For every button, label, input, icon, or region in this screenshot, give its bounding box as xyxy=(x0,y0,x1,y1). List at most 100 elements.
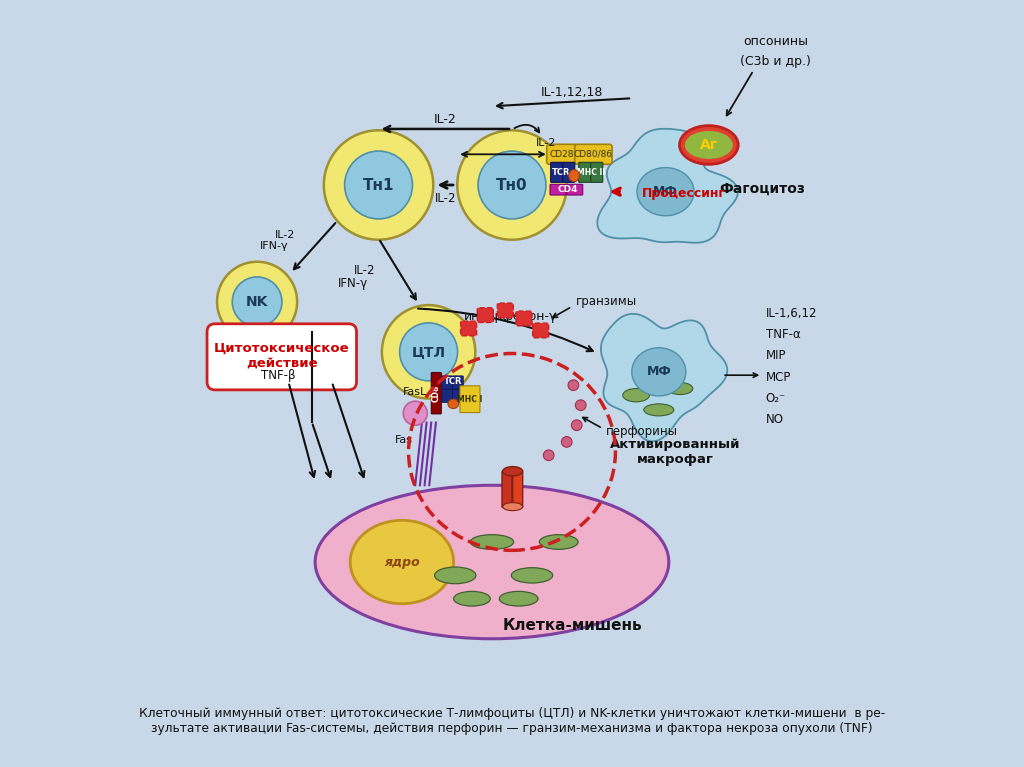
FancyBboxPatch shape xyxy=(574,144,612,164)
Circle shape xyxy=(571,420,582,430)
Circle shape xyxy=(575,400,586,410)
Circle shape xyxy=(458,130,566,240)
FancyBboxPatch shape xyxy=(460,386,480,413)
Ellipse shape xyxy=(668,383,693,394)
Text: Клетка-мишень: Клетка-мишень xyxy=(502,618,642,633)
FancyBboxPatch shape xyxy=(207,324,356,390)
Text: Аг: Аг xyxy=(699,138,718,152)
Ellipse shape xyxy=(500,591,538,606)
Ellipse shape xyxy=(447,399,459,409)
Text: МФ: МФ xyxy=(653,185,678,198)
Ellipse shape xyxy=(315,486,669,639)
FancyBboxPatch shape xyxy=(547,144,578,164)
Ellipse shape xyxy=(350,520,454,604)
Text: TCR: TCR xyxy=(552,168,570,177)
Text: IFN-γ: IFN-γ xyxy=(338,277,369,290)
Text: Тн0: Тн0 xyxy=(497,177,527,193)
Ellipse shape xyxy=(434,567,476,584)
Text: IL-1,6,12: IL-1,6,12 xyxy=(766,307,817,320)
Text: CD4: CD4 xyxy=(557,185,578,194)
Circle shape xyxy=(324,130,433,240)
Circle shape xyxy=(345,151,413,219)
FancyBboxPatch shape xyxy=(566,184,583,195)
Circle shape xyxy=(568,380,579,390)
Circle shape xyxy=(382,305,475,399)
Ellipse shape xyxy=(503,466,522,476)
Text: CD28: CD28 xyxy=(550,150,574,159)
Text: ядро: ядро xyxy=(384,555,420,568)
Text: интерферон-γ: интерферон-γ xyxy=(464,310,557,323)
Text: перфорины: перфорины xyxy=(605,426,678,439)
Text: IL-1,12,18: IL-1,12,18 xyxy=(541,87,603,100)
FancyBboxPatch shape xyxy=(498,303,513,318)
Text: Цитотоксическое
действие: Цитотоксическое действие xyxy=(214,342,349,370)
Text: МНС I: МНС I xyxy=(458,395,482,403)
Text: Активированный
макрофаг: Активированный макрофаг xyxy=(610,438,740,466)
Circle shape xyxy=(561,436,572,447)
FancyBboxPatch shape xyxy=(591,163,603,183)
Text: IL-2: IL-2 xyxy=(434,192,456,205)
Ellipse shape xyxy=(685,131,733,159)
Circle shape xyxy=(544,450,554,461)
Text: Процессинг: Процессинг xyxy=(642,186,726,199)
FancyBboxPatch shape xyxy=(513,471,522,507)
Text: NK: NK xyxy=(246,295,268,309)
Text: CD8: CD8 xyxy=(432,384,440,402)
Circle shape xyxy=(232,277,282,327)
Text: NO: NO xyxy=(766,413,783,426)
Text: O₂⁻: O₂⁻ xyxy=(766,392,785,405)
FancyBboxPatch shape xyxy=(579,163,591,183)
Text: МНС II: МНС II xyxy=(578,168,605,177)
Ellipse shape xyxy=(644,404,674,416)
Ellipse shape xyxy=(503,502,522,511)
FancyBboxPatch shape xyxy=(431,373,441,414)
Text: IL-2: IL-2 xyxy=(536,138,556,148)
Ellipse shape xyxy=(637,167,694,216)
Text: опсонины: опсонины xyxy=(743,35,808,48)
Text: ЦТЛ: ЦТЛ xyxy=(412,345,445,359)
Text: IFN-γ: IFN-γ xyxy=(260,242,289,252)
Text: TCR: TCR xyxy=(444,377,463,387)
FancyBboxPatch shape xyxy=(442,376,453,389)
Text: IL-2: IL-2 xyxy=(434,113,457,126)
Circle shape xyxy=(403,401,427,425)
Ellipse shape xyxy=(568,170,580,182)
Ellipse shape xyxy=(540,535,579,549)
Ellipse shape xyxy=(470,535,514,549)
FancyBboxPatch shape xyxy=(551,163,563,183)
Text: (С3b и др.): (С3b и др.) xyxy=(740,55,811,68)
FancyBboxPatch shape xyxy=(453,376,463,389)
Polygon shape xyxy=(601,314,727,441)
Ellipse shape xyxy=(454,591,490,606)
Text: Fas: Fas xyxy=(395,435,414,445)
FancyBboxPatch shape xyxy=(516,311,532,326)
Text: Тн1: Тн1 xyxy=(362,177,394,193)
Ellipse shape xyxy=(680,126,738,164)
Ellipse shape xyxy=(623,389,649,402)
Ellipse shape xyxy=(632,347,686,396)
Text: Фагоцитоз: Фагоцитоз xyxy=(719,181,805,196)
Text: FasL: FasL xyxy=(403,387,427,397)
Circle shape xyxy=(399,323,458,380)
FancyBboxPatch shape xyxy=(563,163,574,183)
FancyBboxPatch shape xyxy=(502,471,512,507)
FancyBboxPatch shape xyxy=(550,184,566,195)
Circle shape xyxy=(478,151,546,219)
Circle shape xyxy=(217,262,297,342)
Ellipse shape xyxy=(511,568,553,583)
Text: CD80/86: CD80/86 xyxy=(573,150,613,159)
Text: TNF-α: TNF-α xyxy=(766,328,801,341)
Text: гранзимы: гранзимы xyxy=(575,295,637,308)
Text: IL-2: IL-2 xyxy=(353,264,375,277)
FancyBboxPatch shape xyxy=(461,321,476,336)
FancyBboxPatch shape xyxy=(442,389,453,403)
Text: IL-2: IL-2 xyxy=(274,230,295,240)
Text: TNF-β: TNF-β xyxy=(261,369,296,382)
Text: MCP: MCP xyxy=(766,370,791,384)
Polygon shape xyxy=(597,129,738,242)
FancyBboxPatch shape xyxy=(477,308,494,322)
FancyBboxPatch shape xyxy=(532,323,549,337)
Text: MIP: MIP xyxy=(766,349,786,362)
FancyBboxPatch shape xyxy=(453,389,463,403)
Text: Клеточный иммунный ответ: цитотоксические Т-лимфоциты (ЦТЛ) и NK-клетки уничтожа: Клеточный иммунный ответ: цитотоксически… xyxy=(139,707,885,735)
